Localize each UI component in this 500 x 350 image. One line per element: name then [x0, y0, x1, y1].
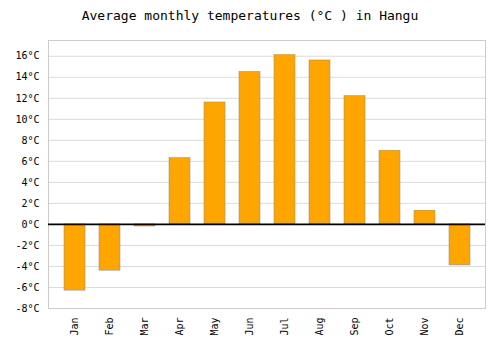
svg-text:Mar: Mar: [139, 318, 150, 336]
svg-text:2°C: 2°C: [21, 198, 39, 209]
svg-text:Sep: Sep: [349, 318, 360, 336]
svg-text:6°C: 6°C: [21, 156, 39, 167]
svg-text:Jun: Jun: [244, 318, 255, 336]
svg-text:Aug: Aug: [314, 318, 325, 336]
svg-text:10°C: 10°C: [15, 114, 39, 125]
svg-text:-2°C: -2°C: [15, 240, 39, 251]
svg-text:Jul: Jul: [279, 318, 290, 336]
svg-text:-4°C: -4°C: [15, 261, 39, 272]
svg-text:-6°C: -6°C: [15, 282, 39, 293]
svg-text:May: May: [209, 318, 220, 336]
svg-text:8°C: 8°C: [21, 135, 39, 146]
svg-text:Apr: Apr: [174, 318, 185, 336]
svg-text:0°C: 0°C: [21, 219, 39, 230]
svg-text:12°C: 12°C: [15, 93, 39, 104]
svg-text:Jan: Jan: [69, 318, 80, 336]
html-text:Average monthly temperatures (: Average monthly temperatures (°C ) in Ha…: [81, 8, 419, 23]
svg-text:16°C: 16°C: [15, 50, 39, 61]
svg-text:Nov: Nov: [419, 318, 430, 336]
svg-text:4°C: 4°C: [21, 177, 39, 188]
svg-text:14°C: 14°C: [15, 71, 39, 82]
svg-text:Dec: Dec: [454, 318, 465, 336]
svg-text:-8°C: -8°C: [15, 303, 39, 314]
svg-text:Feb: Feb: [104, 318, 115, 336]
svg-text:Oct: Oct: [384, 318, 395, 336]
